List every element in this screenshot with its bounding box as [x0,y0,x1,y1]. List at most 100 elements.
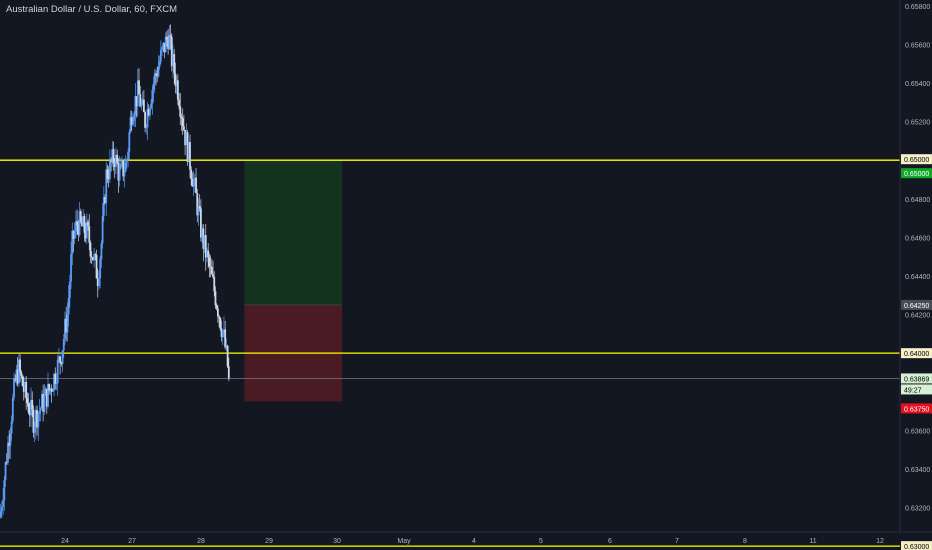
candle [36,405,38,436]
candle [108,149,111,183]
candle [214,286,217,309]
candle [139,85,142,108]
candle-body [150,103,153,109]
candle [215,303,218,311]
candle-body [42,394,45,412]
current-price-tag-text: 0.63869 [904,376,929,383]
candle [0,503,2,519]
candle [184,129,187,156]
candle-body [144,112,146,128]
candle-body [10,421,13,434]
candle [119,157,122,170]
candle [45,388,48,414]
level-top-tag-bg [901,154,932,165]
candle-body [224,329,227,348]
candle-body [202,228,205,249]
price-tick-label: 0.65600 [905,42,930,49]
countdown-tag: 49:27 [901,384,932,395]
candle [10,415,13,441]
candle-body [169,35,172,38]
candle-body [124,162,127,172]
candle [61,350,64,373]
candle [72,229,75,253]
candle [118,156,121,187]
candle-body [174,73,177,86]
time-tick-label: 6 [608,538,612,545]
candle-body [89,242,92,257]
candle-body [116,154,119,164]
candle-body [58,356,60,360]
candle-body [199,208,202,238]
candle [150,99,153,110]
candle [153,68,156,94]
candle-body [38,410,41,414]
candle-body [37,413,40,428]
target-tag: 0.65000 [901,168,932,179]
candle-body [102,196,105,216]
candle-body [106,169,109,179]
candle [189,134,191,178]
candle-body [99,259,102,279]
time-tick-label: May [397,538,411,545]
candle-body [94,254,97,255]
candle [98,271,100,290]
candle [127,148,129,168]
candle [102,186,105,222]
candle-body [20,372,23,376]
candle [147,104,150,117]
candle-body [15,369,18,381]
candle [89,240,92,264]
candle [132,112,134,127]
target-zone [244,160,343,305]
candle-body [125,160,128,163]
candle-body [78,210,81,235]
candle-body [209,266,212,268]
candle-body [11,397,14,422]
candle [5,453,8,465]
time-tick-label: 7 [675,538,679,545]
candle [225,338,228,351]
candle-body [96,278,99,287]
candle-body [221,332,224,338]
candle [172,44,174,78]
candle [125,158,128,169]
candle-body [25,381,28,399]
candle [88,214,91,251]
candle-body [204,235,207,258]
candle-body [9,433,12,446]
price-tick-label: 0.63600 [905,428,930,435]
candle [163,42,166,59]
candle-body [168,35,171,49]
candle-body [115,154,117,167]
candle-body [145,127,148,129]
candle-body [135,96,138,107]
candle-body [31,400,34,410]
candle-body [123,171,126,177]
level-mid-tag-text: 0.64000 [904,351,929,358]
candle-body [65,318,68,333]
entry-tag-bg [901,299,932,310]
candle [159,40,162,65]
candle [223,316,225,338]
candle [76,209,79,235]
candle-body [183,126,185,131]
candle-body [117,163,120,181]
candle [67,285,70,327]
candle [210,258,213,275]
candle-body [47,383,49,407]
candle-body [61,350,64,365]
price-tick-label: 0.64400 [905,274,930,281]
candle-body [207,250,210,258]
candle-body [223,329,225,333]
candle-body [79,210,82,221]
candle-body [28,412,31,416]
candle [162,41,165,53]
candle [178,92,180,110]
candle [85,213,88,244]
candle-body [70,253,72,282]
candle [128,129,131,160]
candle [96,268,99,298]
candle-body [215,305,218,309]
candle [186,129,189,166]
